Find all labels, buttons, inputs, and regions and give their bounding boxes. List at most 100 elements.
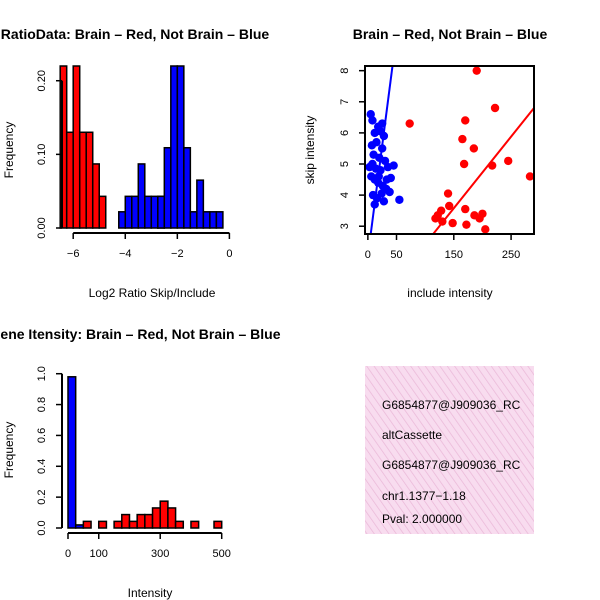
info-probe-id: G6854877@J909036_RC: [382, 398, 521, 412]
scatter-point-brain: [525, 172, 534, 181]
scatter-point-brain: [459, 159, 469, 169]
ratio-histogram-y-tick-label: 0.10: [36, 144, 48, 165]
info-probe-id-2: G6854877@J909036_RC: [382, 458, 521, 472]
ratio-histogram-bar-not-brain: [176, 65, 185, 229]
intensity-histogram-axes: 0 100 300 500 0.0 0.2 0.4 0.6 0.8 1.0: [36, 366, 231, 560]
scatter-plot-frame: [364, 65, 535, 235]
intensity-histogram-bar-brain: [97, 520, 108, 529]
scatter-marks: [365, 66, 534, 234]
ratio-histogram-bar-not-brain: [131, 195, 140, 229]
intensity-histogram-y-tick-label: 0.8: [36, 397, 48, 412]
intensity-histogram-x-tick-label: 300: [151, 548, 169, 560]
scatter-point-not-brain: [367, 141, 377, 150]
intensity-histogram-bar-brain: [136, 513, 146, 529]
scatter-point-not-brain: [395, 195, 404, 204]
ratio-histogram-panel: RatioData: Brain – Red, Not Brain – Blue…: [1, 26, 270, 300]
ratio-histogram-bar-not-brain: [163, 146, 172, 229]
scatter-title: Brain – Red, Not Brain – Blue: [353, 26, 548, 42]
scatter-point-brain: [462, 220, 471, 229]
intensity-histogram-y-tick-label: 0.6: [36, 428, 48, 443]
intensity-histogram-x-tick-label: 100: [90, 548, 108, 560]
intensity-histogram-x-tick-label: 0: [65, 548, 71, 560]
scatter-point-brain: [405, 119, 414, 128]
intensity-histogram-bar-brain: [190, 520, 200, 529]
intensity-histogram-bar-brain: [121, 513, 131, 529]
scatter-point-brain: [469, 144, 479, 153]
ratio-histogram-xlabel: Log2 Ratio Skip/Include: [89, 286, 216, 300]
scatter-point-brain: [448, 218, 457, 228]
intensity-histogram-bar-brain: [159, 500, 169, 529]
ratio-histogram-bar-not-brain: [202, 211, 211, 229]
intensity-histogram-bar-brain: [213, 520, 223, 529]
info-pval: Pval: 2.000000: [382, 512, 462, 526]
scatter-point-brain: [461, 204, 470, 214]
scatter-point-brain: [475, 214, 484, 223]
scatter-point-not-brain: [385, 187, 394, 197]
ratio-histogram-bar-not-brain: [196, 179, 205, 229]
scatter-point-not-brain: [368, 116, 377, 125]
intensity-histogram-y-tick-label: 0.0: [36, 520, 48, 535]
scatter-point-brain: [504, 156, 513, 166]
ratio-histogram-y-tick-label: 0.00: [36, 217, 48, 238]
intensity-histogram-bars: [67, 376, 223, 529]
ratio-histogram-bar-brain: [91, 163, 100, 229]
intensity-histogram-bar-not-brain: [74, 524, 85, 529]
scatter-x-tick-label: 250: [502, 249, 520, 261]
intensity-histogram-y-tick-label: 1.0: [36, 366, 48, 381]
ratio-histogram-bar-brain: [72, 65, 81, 229]
intensity-histogram-bar-brain: [82, 520, 92, 529]
ratio-histogram-x-tick-label: 0: [226, 248, 232, 260]
scatter-fit-line-not-brain: [369, 66, 394, 234]
intensity-histogram-bar-brain: [167, 507, 177, 529]
ratio-histogram-bar-not-brain: [183, 146, 192, 229]
intensity-histogram-ylabel: Frequency: [2, 422, 16, 479]
scatter-x-tick-label: 50: [390, 249, 402, 261]
ratio-histogram-bar-not-brain: [137, 163, 146, 229]
scatter-point-not-brain: [389, 161, 398, 170]
ratio-histogram-bar-not-brain: [170, 65, 179, 229]
scatter-x-tick-label: 150: [445, 249, 463, 261]
ratio-histogram-x-tick-label: −4: [119, 248, 132, 260]
ratio-histogram-bar-not-brain: [150, 195, 159, 229]
scatter-point-not-brain: [379, 197, 389, 206]
ratio-histogram-y-tick-label: 0.20: [36, 70, 48, 91]
ratio-histogram-x-tick-label: −2: [171, 248, 184, 260]
ratio-histogram-bar-brain: [85, 131, 94, 229]
scatter-point-brain: [461, 116, 470, 125]
ratio-histogram-ylabel: Frequency: [2, 122, 16, 179]
scatter-point-brain: [443, 189, 453, 198]
intensity-histogram-bar-brain: [151, 507, 161, 529]
ratio-histogram-bar-not-brain: [124, 195, 133, 229]
info-event-type: altCassette: [382, 428, 442, 442]
scatter-point-brain: [481, 225, 490, 234]
scatter-xlabel: include intensity: [407, 286, 492, 300]
scatter-point-not-brain: [365, 162, 374, 172]
ratio-histogram-bar-not-brain: [118, 211, 127, 229]
scatter-point-brain: [458, 134, 467, 144]
ratio-histogram-bar-brain: [98, 195, 107, 229]
scatter-point-brain: [472, 66, 481, 75]
info-location: chr1.1377−1.18: [382, 489, 466, 503]
ratio-histogram-bar-not-brain: [144, 195, 153, 229]
intensity-histogram-title: Gene Itensity: Brain – Red, Not Brain – …: [0, 326, 281, 342]
intensity-histogram-xlabel: Intensity: [128, 586, 173, 600]
scatter-y-tick-label: 6: [339, 130, 351, 136]
intensity-histogram-bar-brain: [128, 520, 138, 529]
intensity-histogram-y-tick-label: 0.4: [36, 459, 48, 474]
scatter-point-not-brain: [386, 173, 395, 183]
ratio-histogram-bar-not-brain: [209, 211, 218, 229]
intensity-histogram-bar-brain: [113, 520, 123, 529]
scatter-y-tick-label: 3: [339, 223, 351, 229]
intensity-histogram-bar-brain: [144, 513, 154, 529]
scatter-y-tick-label: 7: [339, 99, 351, 105]
scatter-y-tick-label: 8: [339, 68, 351, 74]
ratio-histogram-bar-brain: [78, 131, 87, 229]
intensity-histogram-x-tick-label: 500: [213, 548, 231, 560]
ratio-histogram-bar-brain: [65, 131, 74, 229]
ratio-histogram-title: RatioData: Brain – Red, Not Brain – Blue: [1, 26, 270, 42]
scatter-y-tick-label: 4: [339, 192, 351, 198]
scatter-fit-line-brain: [432, 107, 534, 234]
ratio-histogram-bar-not-brain: [157, 195, 166, 229]
scatter-ylabel: skip intensity: [303, 116, 317, 185]
